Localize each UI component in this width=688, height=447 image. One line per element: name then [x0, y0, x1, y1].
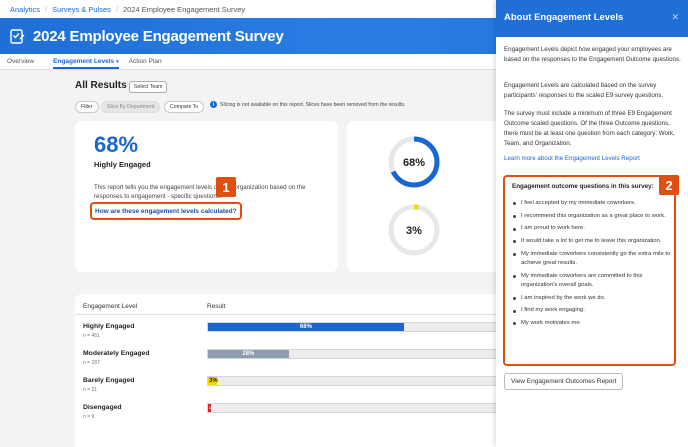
result-bar-label: 28%	[242, 351, 255, 357]
panel-paragraph: The survey must include a minimum of thr…	[504, 110, 675, 147]
learn-more-link[interactable]: Learn more about the Engagement Levels R…	[504, 155, 640, 162]
donut-card: 68% 3%	[347, 121, 496, 272]
highly-engaged-label: Highly Engaged	[94, 160, 151, 169]
outcome-questions-title: Engagement outcome questions in this sur…	[512, 183, 654, 190]
panel-paragraph: Engagement Levels depict how engaged you…	[504, 46, 681, 63]
column-header-result: Result	[207, 303, 226, 310]
section-heading: All Results	[75, 80, 127, 91]
callout-badge-2: 2	[659, 175, 679, 195]
breadcrumb-separator: /	[115, 4, 118, 14]
breadcrumb-analytics[interactable]: Analytics	[10, 4, 41, 14]
result-bar-label: 3%	[209, 378, 218, 384]
row-label-highly-engaged: Highly Engaged	[83, 323, 135, 330]
chevron-down-icon: ▾	[116, 59, 119, 65]
list-item: It would take a lot to get me to leave t…	[512, 237, 672, 246]
list-item: My immediate coworkers consistently go t…	[512, 250, 672, 269]
result-bar: 68%	[208, 323, 404, 331]
result-bar-track: 1%	[207, 403, 496, 413]
about-engagement-panel: About Engagement Levels ✕ Engagement Lev…	[496, 0, 688, 447]
close-icon[interactable]: ✕	[671, 12, 679, 22]
survey-clipboard-icon	[7, 26, 27, 46]
how-calculated-link[interactable]: How are these engagement levels calculat…	[95, 207, 237, 215]
select-team-button[interactable]: Select Team	[129, 81, 168, 93]
row-count: n = 187	[83, 360, 100, 366]
result-bar-label: 68%	[299, 324, 312, 330]
column-header-level: Engagement Level	[83, 303, 138, 310]
result-bar: 28%	[208, 350, 289, 358]
donut-label: 3%	[406, 225, 422, 237]
row-count: n = 9	[83, 414, 95, 420]
info-icon: i	[210, 101, 217, 108]
tab-engagement-levels[interactable]: Engagement Levels ▾	[53, 54, 119, 69]
how-calculated-highlight: How are these engagement levels calculat…	[90, 202, 242, 220]
row-label-disengaged: Disengaged	[83, 404, 122, 411]
slice-by-department-chip: Slice By Department	[101, 101, 161, 113]
result-bar-label: 1%	[209, 406, 215, 410]
main-content: All Results Select Team Filter Slice By …	[0, 70, 496, 447]
tab-label: Overview	[7, 58, 35, 65]
tab-label: Action Plan	[128, 58, 162, 65]
view-engagement-outcomes-report-button[interactable]: View Engagement Outcomes Report	[504, 373, 624, 390]
callout-badge-1: 1	[216, 177, 236, 197]
barely-engaged-donut: 3%	[388, 204, 440, 256]
slice-notice: i Slicing is not available on this repor…	[210, 101, 405, 108]
outcome-questions-list: I feel accepted by my immediate coworker…	[512, 199, 672, 332]
result-bar-track: 3%	[207, 376, 496, 386]
tab-overview[interactable]: Overview	[7, 54, 43, 69]
row-label-moderately-engaged: Moderately Engaged	[83, 350, 150, 357]
result-bar-track: 28%	[207, 349, 496, 359]
panel-paragraph: Engagement Levels are calculated based o…	[504, 82, 664, 99]
result-bar: 3%	[208, 377, 218, 385]
row-count: n = 21	[83, 387, 98, 393]
result-bar-track: 68%	[207, 322, 496, 332]
highly-engaged-percent: 68%	[94, 132, 139, 157]
outcome-questions-highlight: Engagement outcome questions in this sur…	[503, 175, 676, 366]
list-item: My work motivates me.	[512, 319, 672, 328]
report-description: This report tells you the engagement lev…	[94, 184, 306, 201]
header-divider	[75, 314, 496, 315]
list-item: I feel accepted by my immediate coworker…	[512, 199, 672, 208]
highly-engaged-donut: 68%	[388, 136, 440, 188]
panel-header: About Engagement Levels	[496, 0, 688, 37]
list-item: I find my work engaging.	[512, 306, 672, 315]
list-item: My immediate coworkers are committed to …	[512, 272, 672, 291]
breadcrumb-current: 2024 Employee Engagement Survey	[122, 4, 246, 14]
donut-label: 68%	[403, 157, 425, 169]
panel-title: About Engagement Levels	[504, 12, 624, 23]
row-count: n = 461	[83, 333, 100, 339]
breadcrumb-surveys-pulses[interactable]: Surveys & Pulses	[52, 4, 111, 14]
slice-notice-text: Slicing is not available on this report.…	[220, 101, 406, 108]
row-label-barely-engaged: Barely Engaged	[83, 377, 135, 384]
tab-label: Engagement Levels	[53, 58, 115, 65]
summary-card: 68% Highly Engaged This report tells you…	[75, 121, 338, 272]
list-item: I am proud to work here.	[512, 224, 672, 233]
engagement-results-table: Engagement Level Result Highly Engaged n…	[75, 294, 496, 447]
compare-to-chip[interactable]: Compare To	[164, 101, 205, 113]
result-bar: 1%	[208, 404, 215, 412]
filter-chip[interactable]: Filter	[75, 101, 99, 113]
page-title: 2024 Employee Engagement Survey	[33, 27, 284, 45]
tab-action-plan[interactable]: Action Plan	[129, 54, 171, 69]
list-item: I recommend this organization as a great…	[512, 212, 672, 221]
list-item: I am inspired by the work we do.	[512, 294, 672, 303]
breadcrumb-separator: /	[45, 4, 48, 14]
